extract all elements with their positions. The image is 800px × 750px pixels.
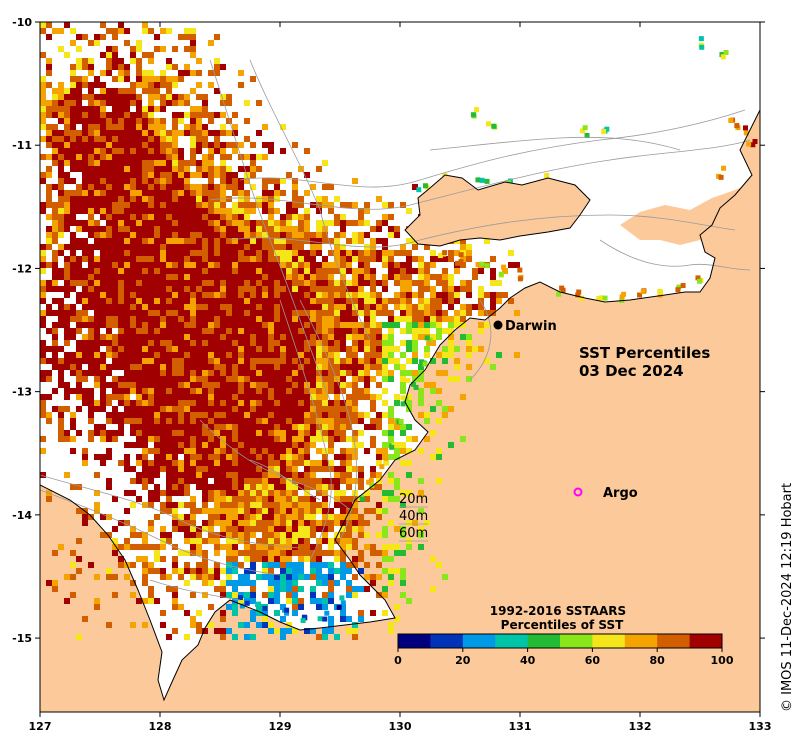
credit-text: © IMOS 11-Dec-2024 12:19 Hobart: [780, 483, 795, 712]
colorbar-swatches: [398, 634, 723, 648]
colorbar-title-line1: 1992-2016 SSTAARS: [490, 604, 626, 618]
lon-tick-label: 132: [629, 720, 652, 733]
colorbar-ticks: 0 20 40 60 80 100: [394, 648, 734, 667]
contour-line: [40, 474, 301, 549]
colorbar-tick-label: 100: [711, 654, 734, 667]
colorbar-swatch: [527, 634, 561, 648]
colorbar-tick-label: 80: [650, 654, 666, 667]
lon-tick-label: 130: [389, 720, 412, 733]
colorbar-swatch: [689, 634, 723, 648]
contour-line: [249, 59, 371, 341]
colorbar-swatch: [430, 634, 464, 648]
argo-label: Argo: [603, 486, 638, 501]
lon-tick-label: 129: [269, 720, 292, 733]
colorbar-swatch: [560, 634, 593, 648]
contour-line: [209, 139, 751, 210]
colorbar-swatch: [462, 634, 496, 648]
colorbar-tick-label: 60: [585, 654, 601, 667]
colorbar-tick-label: 0: [394, 654, 402, 667]
lat-tick-label: -13: [12, 386, 32, 399]
latitude-axis: -10 -11 -12 -13 -14 -15: [12, 16, 765, 645]
contour-line: [40, 489, 281, 576]
colorbar-frame: [397, 633, 723, 649]
coastline: [40, 109, 760, 702]
colorbar-swatch: [398, 634, 431, 648]
contour-line: [279, 299, 332, 561]
colorbar-swatch: [657, 634, 691, 648]
argo-marker: [573, 487, 583, 497]
darwin-label: Darwin: [505, 319, 557, 334]
depth-legend: 20m 40m 60m: [399, 492, 428, 542]
lat-tick-label: -15: [12, 632, 32, 645]
colorbar-tick-label: 40: [520, 654, 536, 667]
lon-tick-label: 133: [749, 720, 772, 733]
longitude-axis: 127 128 129 130 131 132 133: [29, 22, 772, 733]
lat-tick-label: -14: [12, 509, 32, 522]
colorbar-swatch: [592, 634, 626, 648]
land-features: [405, 175, 760, 262]
depth-label-40m: 40m: [399, 509, 428, 524]
lon-tick-label: 128: [149, 720, 172, 733]
contour-line: [469, 299, 492, 381]
contour-line: [249, 459, 321, 501]
depth-label-20m: 20m: [399, 492, 428, 507]
colorbar-swatch: [624, 634, 658, 648]
map-title-line2: 03 Dec 2024: [579, 362, 684, 380]
contour-line: [229, 214, 736, 248]
darwin-marker: [493, 320, 503, 330]
bathymetry-contours: [40, 59, 751, 601]
tiwi-coastline: [404, 174, 591, 247]
lat-tick-label: -10: [12, 16, 32, 29]
contour-line: [209, 59, 331, 401]
contour-line: [239, 109, 746, 188]
cobourg-peninsula: [620, 180, 760, 262]
colorbar-tick-label: 20: [455, 654, 471, 667]
colorbar-swatch: [495, 634, 529, 648]
contour-line: [429, 136, 681, 151]
contour-line: [149, 579, 241, 601]
contour-line: [599, 239, 751, 271]
tiwi-islands: [405, 175, 590, 246]
lon-tick-label: 127: [29, 720, 52, 733]
map-title-line1: SST Percentiles: [579, 344, 710, 362]
depth-label-60m: 60m: [399, 526, 428, 541]
colorbar: 1992-2016 SSTAARS Percentiles of SST 0 20…: [394, 604, 734, 667]
contour-line: [199, 419, 351, 511]
lat-tick-label: -11: [12, 139, 32, 152]
lat-tick-label: -12: [12, 262, 32, 275]
lon-tick-label: 131: [509, 720, 532, 733]
colorbar-title-line2: Percentiles of SST: [501, 618, 624, 632]
